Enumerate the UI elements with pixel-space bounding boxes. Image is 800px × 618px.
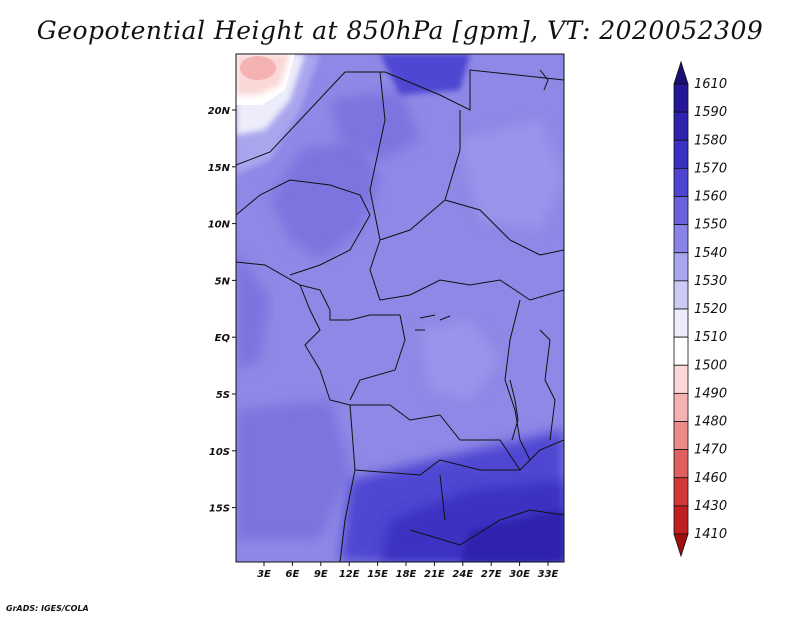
field-deep xyxy=(380,54,470,95)
field-high xyxy=(240,56,276,80)
border-line xyxy=(349,314,406,401)
colorbar-label: 1570 xyxy=(694,161,727,176)
colorbar-label: 1540 xyxy=(694,246,727,261)
field-patch xyxy=(460,120,564,230)
map-title: Geopotential Height at 850hPa [gpm], VT:… xyxy=(36,16,764,45)
colorbar-cap-top xyxy=(673,60,689,85)
colorbar-label: 1490 xyxy=(694,386,727,401)
colorbar-label: 1590 xyxy=(694,105,727,120)
lat-label: 20N xyxy=(208,106,231,117)
colorbar-swatch xyxy=(673,392,689,422)
colorbar-swatch xyxy=(673,83,689,113)
colorbar: 1610 1590 1580 1570 1560 1550 1540 1530 1520 1510… xyxy=(673,60,727,558)
lat-label: EQ xyxy=(215,333,231,344)
colorbar-swatch xyxy=(673,167,689,197)
lat-label: 15N xyxy=(208,163,231,174)
footer-credit: GrADS: IGES/COLA xyxy=(6,604,89,613)
lake-outline xyxy=(509,379,519,441)
coastline xyxy=(539,69,549,91)
border-line xyxy=(339,404,356,562)
colorbar-label: 1500 xyxy=(694,358,727,373)
colorbar-swatch xyxy=(673,139,689,169)
field-patch xyxy=(236,250,270,370)
lake-outline xyxy=(415,314,451,331)
border-line xyxy=(236,69,564,166)
map-frame xyxy=(235,53,565,563)
lon-label: 9E xyxy=(314,569,328,580)
colorbar-swatch xyxy=(673,111,689,141)
colorbar-label: 1460 xyxy=(694,471,727,486)
colorbar-label: 1560 xyxy=(694,190,727,205)
colorbar-label: 1430 xyxy=(694,499,727,514)
border-line xyxy=(539,329,556,441)
colorbar-label: 1520 xyxy=(694,302,727,317)
lon-label: 3E xyxy=(257,569,271,580)
lat-label: 5N xyxy=(215,276,231,287)
colorbar-cap-bottom xyxy=(673,533,689,558)
colorbar-swatch xyxy=(673,252,689,282)
lon-label: 30E xyxy=(509,569,530,580)
colorbar-swatch xyxy=(673,421,689,451)
latitude-axis: 20N 15N 10N 5N EQ 5S 10S 15S xyxy=(208,106,236,515)
lon-label: 33E xyxy=(538,569,559,580)
colorbar-label: 1510 xyxy=(694,330,727,345)
lon-label: 18E xyxy=(396,569,417,580)
lon-label: 12E xyxy=(339,569,360,580)
colorbar-swatch xyxy=(673,308,689,338)
lat-label: 10N xyxy=(208,220,231,231)
colorbar-swatch xyxy=(673,364,689,394)
field-patch xyxy=(420,320,500,400)
lon-label: 24E xyxy=(452,569,473,580)
border-line xyxy=(369,239,564,301)
lon-label: 27E xyxy=(481,569,502,580)
colorbar-swatch xyxy=(673,280,689,310)
field-deep xyxy=(460,510,564,562)
colorbar-swatch xyxy=(673,477,689,507)
lon-label: 6E xyxy=(286,569,300,580)
border-line xyxy=(444,199,564,256)
colorbar-label: 1580 xyxy=(694,133,727,148)
colorbar-label: 1470 xyxy=(694,443,727,458)
colorbar-swatch xyxy=(673,224,689,254)
country-borders xyxy=(236,69,564,562)
lon-label: 15E xyxy=(367,569,388,580)
colorbar-label: 1610 xyxy=(694,77,727,92)
border-line xyxy=(439,474,446,521)
colorbar-swatch xyxy=(673,505,689,535)
lat-label: 5S xyxy=(216,390,230,401)
colorbar-label: 1410 xyxy=(694,527,727,542)
colorbar-label: 1550 xyxy=(694,218,727,233)
height-field xyxy=(236,54,564,562)
border-line xyxy=(236,179,371,276)
lat-label: 10S xyxy=(209,447,230,458)
field-patch xyxy=(330,90,420,160)
colorbar-label: 1530 xyxy=(694,274,727,289)
colorbar-swatch xyxy=(673,449,689,479)
border-line xyxy=(409,509,564,546)
field-patch xyxy=(270,140,380,260)
lat-label: 15S xyxy=(209,504,230,515)
border-line xyxy=(354,439,564,476)
longitude-axis: 3E 6E 9E 12E 15E 18E 21E 24E 27E 30E 33E xyxy=(257,562,559,580)
border-line xyxy=(504,299,531,461)
border-line xyxy=(236,261,400,321)
lon-label: 21E xyxy=(424,569,445,580)
colorbar-swatch xyxy=(673,336,689,366)
colorbar-label: 1480 xyxy=(694,415,727,430)
colorbar-swatch xyxy=(673,196,689,226)
field-patch xyxy=(236,400,350,540)
border-line xyxy=(369,71,461,241)
